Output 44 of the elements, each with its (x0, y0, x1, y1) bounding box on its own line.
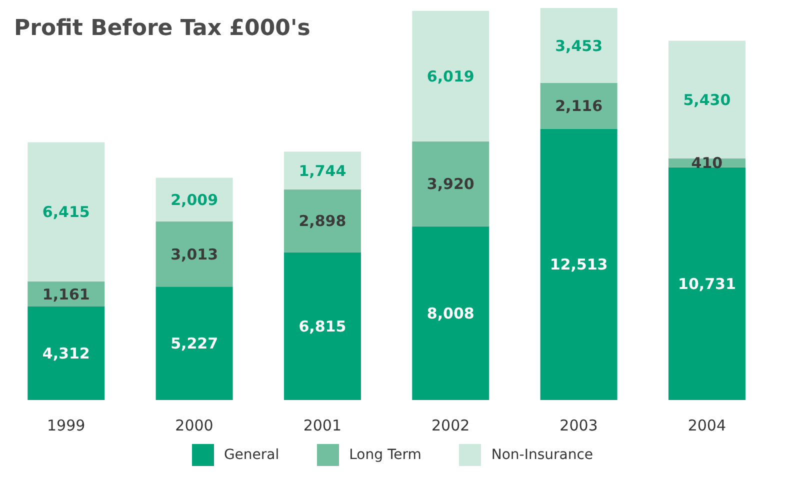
data-label: 410 (691, 154, 723, 172)
bar (412, 10, 490, 142)
bar (28, 306, 105, 400)
x-tick-label: 1999 (46, 416, 86, 435)
bar (668, 40, 746, 158)
bar (412, 226, 490, 400)
data-label: 2,009 (170, 190, 218, 209)
data-label: 3,453 (555, 36, 603, 55)
x-tick-label: 2002 (431, 416, 470, 435)
bar (284, 152, 361, 190)
x-tick-label: 2000 (175, 416, 214, 435)
data-label: 6,815 (298, 317, 346, 336)
data-label: 3,920 (426, 175, 474, 194)
bar (668, 167, 746, 400)
data-label: 5,227 (170, 334, 218, 353)
bar (156, 221, 233, 287)
x-tick-label: 2004 (688, 416, 726, 435)
bar (540, 8, 618, 83)
data-label: 8,008 (426, 304, 474, 323)
data-label: 1,744 (298, 162, 346, 180)
x-tick-label: 2003 (560, 416, 598, 435)
bar (540, 82, 618, 129)
legend-label: Non-Insurance (491, 447, 594, 463)
data-label: 10,731 (678, 275, 736, 294)
data-label: 5,430 (683, 90, 731, 109)
bar (284, 189, 361, 252)
chart-title: Profit Before Tax £000's (14, 16, 310, 41)
bar (284, 252, 361, 400)
data-label: 6,019 (426, 67, 474, 86)
bar (412, 141, 490, 226)
x-tick-label: 2001 (303, 416, 342, 435)
data-label: 1,161 (42, 285, 90, 304)
bar (156, 178, 233, 222)
bar (540, 128, 618, 400)
legend-label: Long Term (349, 447, 422, 463)
data-label: 6,415 (42, 203, 90, 222)
data-label: 12,513 (550, 256, 608, 274)
data-label: 2,898 (298, 212, 346, 230)
legend-label: General (224, 447, 280, 463)
bar (28, 142, 105, 282)
data-label: 4,312 (42, 344, 90, 363)
data-label: 2,116 (555, 97, 603, 116)
data-label: 3,013 (170, 245, 218, 264)
bar (156, 286, 233, 400)
